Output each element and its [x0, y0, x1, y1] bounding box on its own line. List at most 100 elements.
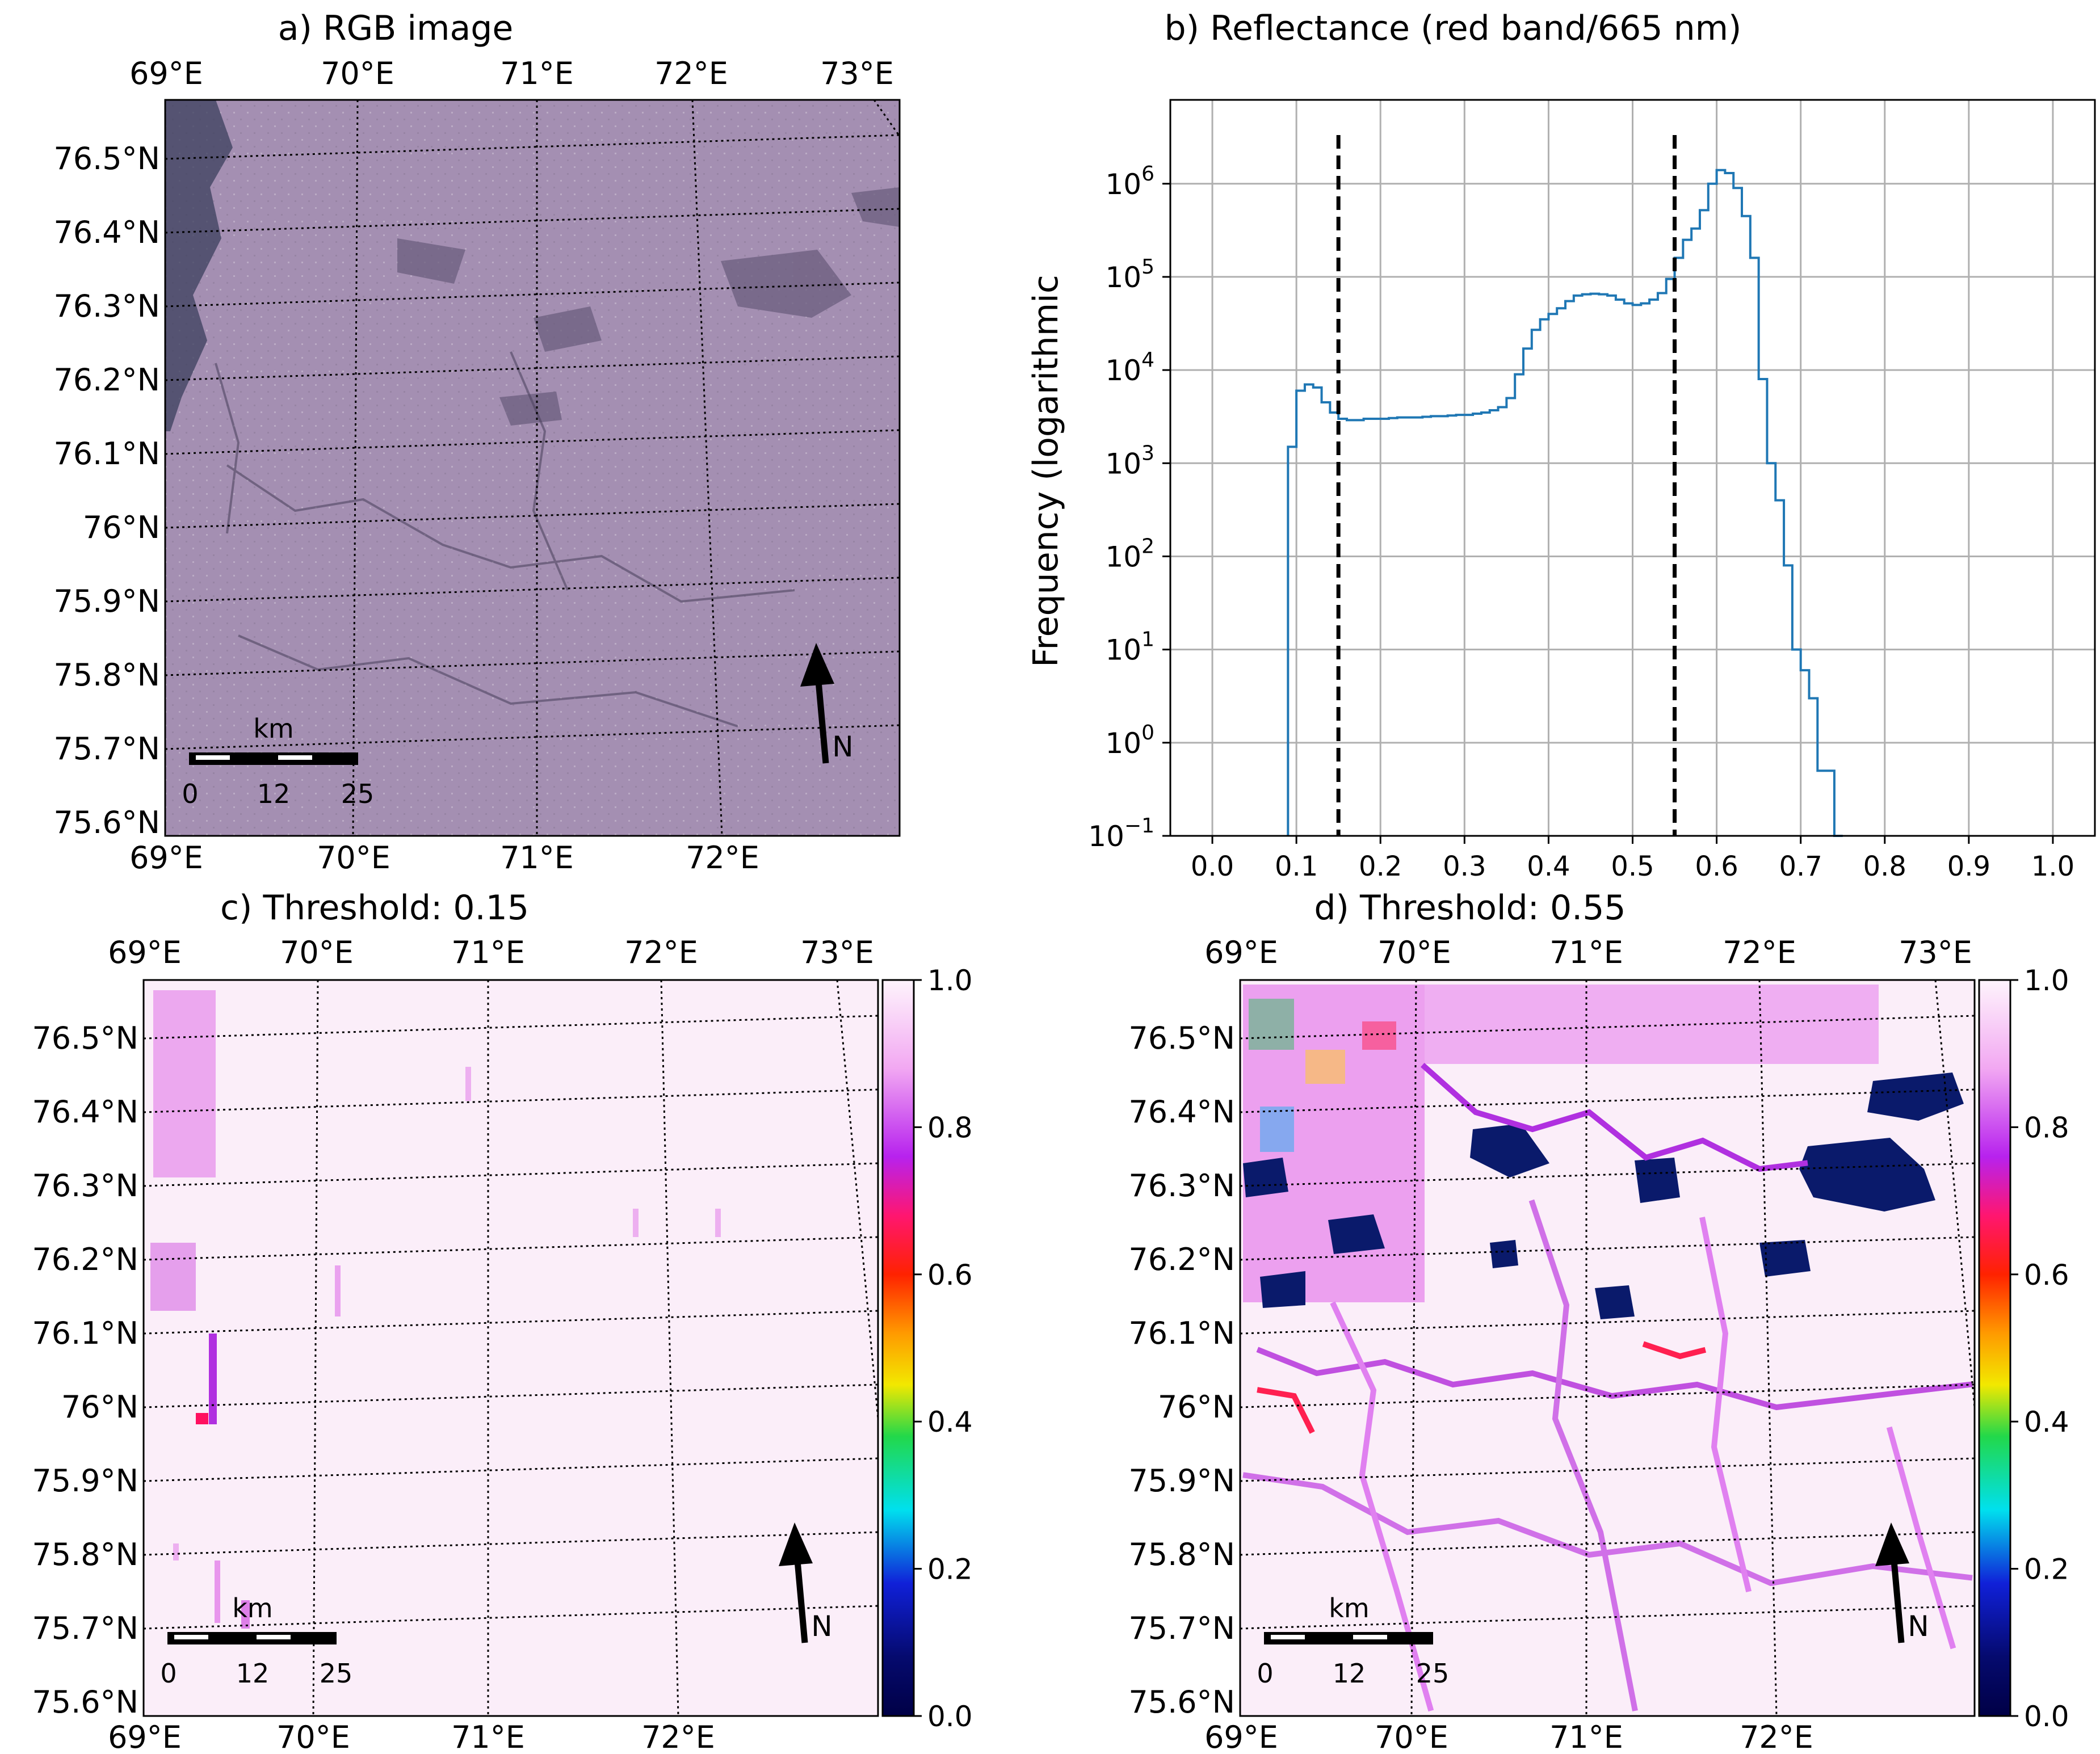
lat-tick-label: 76.2°N	[53, 362, 160, 398]
lead-pixels	[715, 1209, 721, 1237]
panel-c-bottom-lon-labels: 69°E 70°E 71°E 72°E	[108, 1719, 715, 1754]
colorbar-gradient	[881, 979, 915, 1717]
lon-tick-label: 72°E	[686, 840, 759, 876]
north-label: N	[811, 1610, 832, 1643]
y-tick-label: 105	[1105, 255, 1154, 294]
lead-network	[1642, 1341, 1707, 1360]
lon-tick-label: 72°E	[624, 935, 698, 970]
x-tick-label: 0.0	[1191, 851, 1234, 882]
lead-network	[1256, 1347, 1973, 1411]
lon-line	[691, 99, 723, 836]
scalebar-unit: km	[1329, 1593, 1369, 1623]
lon-tick-label: 73°E	[800, 935, 874, 970]
x-tick-label: 0.5	[1611, 851, 1654, 882]
lon-line	[660, 979, 679, 1717]
lead-pixels	[241, 1600, 250, 1629]
lead-region-2	[534, 306, 602, 352]
lat-tick-label: 75.7°N	[53, 731, 160, 767]
panel-c-north-arrow: N	[779, 1522, 833, 1643]
crack	[215, 363, 240, 534]
scalebar-label: 0	[1257, 1658, 1273, 1689]
lon-line	[1934, 979, 1976, 1408]
lon-tick-label: 70°E	[280, 935, 354, 970]
lat-tick-label: 75.8°N	[53, 657, 160, 693]
lat-tick-label: 76.4°N	[1128, 1094, 1235, 1130]
x-axis-ticks: 0.0 0.1 0.2 0.3 0.4 0.5 0.6 0.7 0.8 0.9 1.0	[1191, 836, 2074, 882]
lat-tick-label: 76.5°N	[1128, 1020, 1235, 1056]
lat-tick-label: 75.9°N	[1128, 1463, 1235, 1499]
lat-tick-label: 75.6°N	[53, 805, 160, 840]
lead-pixels	[209, 1334, 217, 1424]
dark-water-region	[1595, 1285, 1635, 1319]
panel-d-frame	[1239, 979, 1976, 1717]
pixel-cluster	[150, 1243, 196, 1311]
lead-region-1	[721, 250, 851, 318]
x-tick-label: 0.6	[1695, 851, 1738, 882]
scalebar-label: 12	[1333, 1658, 1366, 1689]
x-tick-label: 0.3	[1443, 851, 1486, 882]
dark-water-region	[1867, 1072, 1964, 1121]
colorbar-tick-label: 0.2	[2024, 1553, 2069, 1586]
threshold-015-map	[144, 980, 878, 1716]
y-tick-label: 100	[1105, 721, 1154, 760]
north-arrow-shaft	[1891, 1560, 1905, 1643]
lon-tick-label: 72°E	[1723, 935, 1796, 970]
lon-tick-label: 71°E	[500, 840, 574, 876]
crack	[510, 351, 569, 591]
lon-tick-label: 72°E	[641, 1719, 715, 1754]
lead-network	[1420, 1062, 1808, 1172]
lon-line	[312, 979, 319, 1717]
lon-tick-label: 69°E	[108, 1719, 182, 1754]
y-tick-label: 104	[1105, 348, 1154, 387]
lat-tick-label: 75.9°N	[32, 1463, 138, 1499]
colorbar-tick-label: 0.8	[2024, 1111, 2069, 1144]
lon-tick-label: 70°E	[317, 840, 390, 876]
edge-noise-region	[1260, 1107, 1294, 1152]
lon-tick-label: 72°E	[654, 56, 728, 91]
dark-water-region	[1328, 1214, 1385, 1254]
panel-c-lat-labels: 76.5°N 76.4°N 76.3°N 76.2°N 76.1°N 76°N …	[32, 1020, 138, 1720]
lead-region-5	[499, 392, 562, 426]
scalebar-segment	[257, 1635, 291, 1639]
edge-noise-region	[1425, 985, 1879, 1064]
x-tick-label: 0.1	[1275, 851, 1318, 882]
scalebar-bar	[189, 752, 358, 765]
scalebar-label: 25	[1416, 1658, 1450, 1689]
edge-noise-region	[1305, 1050, 1345, 1084]
lon-tick-label: 69°E	[108, 935, 182, 970]
lat-tick-label: 76.5°N	[32, 1020, 138, 1056]
threshold-055-features	[1243, 985, 1964, 1319]
lon-tick-label: 70°E	[321, 56, 394, 91]
lon-tick-label: 69°E	[1204, 1719, 1278, 1754]
panel-a-title: a) RGB image	[278, 9, 514, 48]
lat-tick-label: 76.1°N	[32, 1315, 138, 1351]
scalebar-segment	[278, 755, 312, 760]
colorbar-tick-label: 0.2	[927, 1553, 973, 1586]
scalebar-label: 12	[257, 779, 291, 809]
north-label: N	[832, 730, 853, 763]
lat-tick-label: 76.3°N	[53, 288, 160, 324]
scalebar-segment	[1353, 1635, 1387, 1639]
x-tick-label: 0.4	[1527, 851, 1570, 882]
lead-network	[1886, 1426, 1956, 1650]
lead-pixels	[633, 1209, 639, 1237]
panel-c-frame	[142, 979, 879, 1717]
colorbar-tick-label: 0.0	[2024, 1700, 2069, 1733]
lat-tick-label: 76.3°N	[1128, 1168, 1235, 1204]
lat-tick-label: 76.5°N	[53, 141, 160, 176]
dark-water-region	[1260, 1271, 1305, 1308]
lon-tick-label: 71°E	[1549, 1719, 1623, 1754]
scalebar-bar	[167, 1632, 337, 1644]
lat-tick-label: 75.7°N	[32, 1610, 138, 1646]
y-tick-label: 106	[1105, 162, 1154, 201]
colorbar-tick-label: 0.4	[2024, 1406, 2069, 1438]
panel-c-title: c) Threshold: 0.15	[220, 888, 529, 928]
dark-water-region	[1470, 1124, 1549, 1177]
north-arrow-head	[779, 1522, 813, 1566]
histogram-series	[1287, 169, 1843, 837]
threshold-015-features	[150, 990, 721, 1629]
north-arrow-shaft	[815, 680, 829, 764]
threshold-055-leads	[1242, 1062, 1973, 1712]
north-arrow-head	[1875, 1522, 1909, 1566]
